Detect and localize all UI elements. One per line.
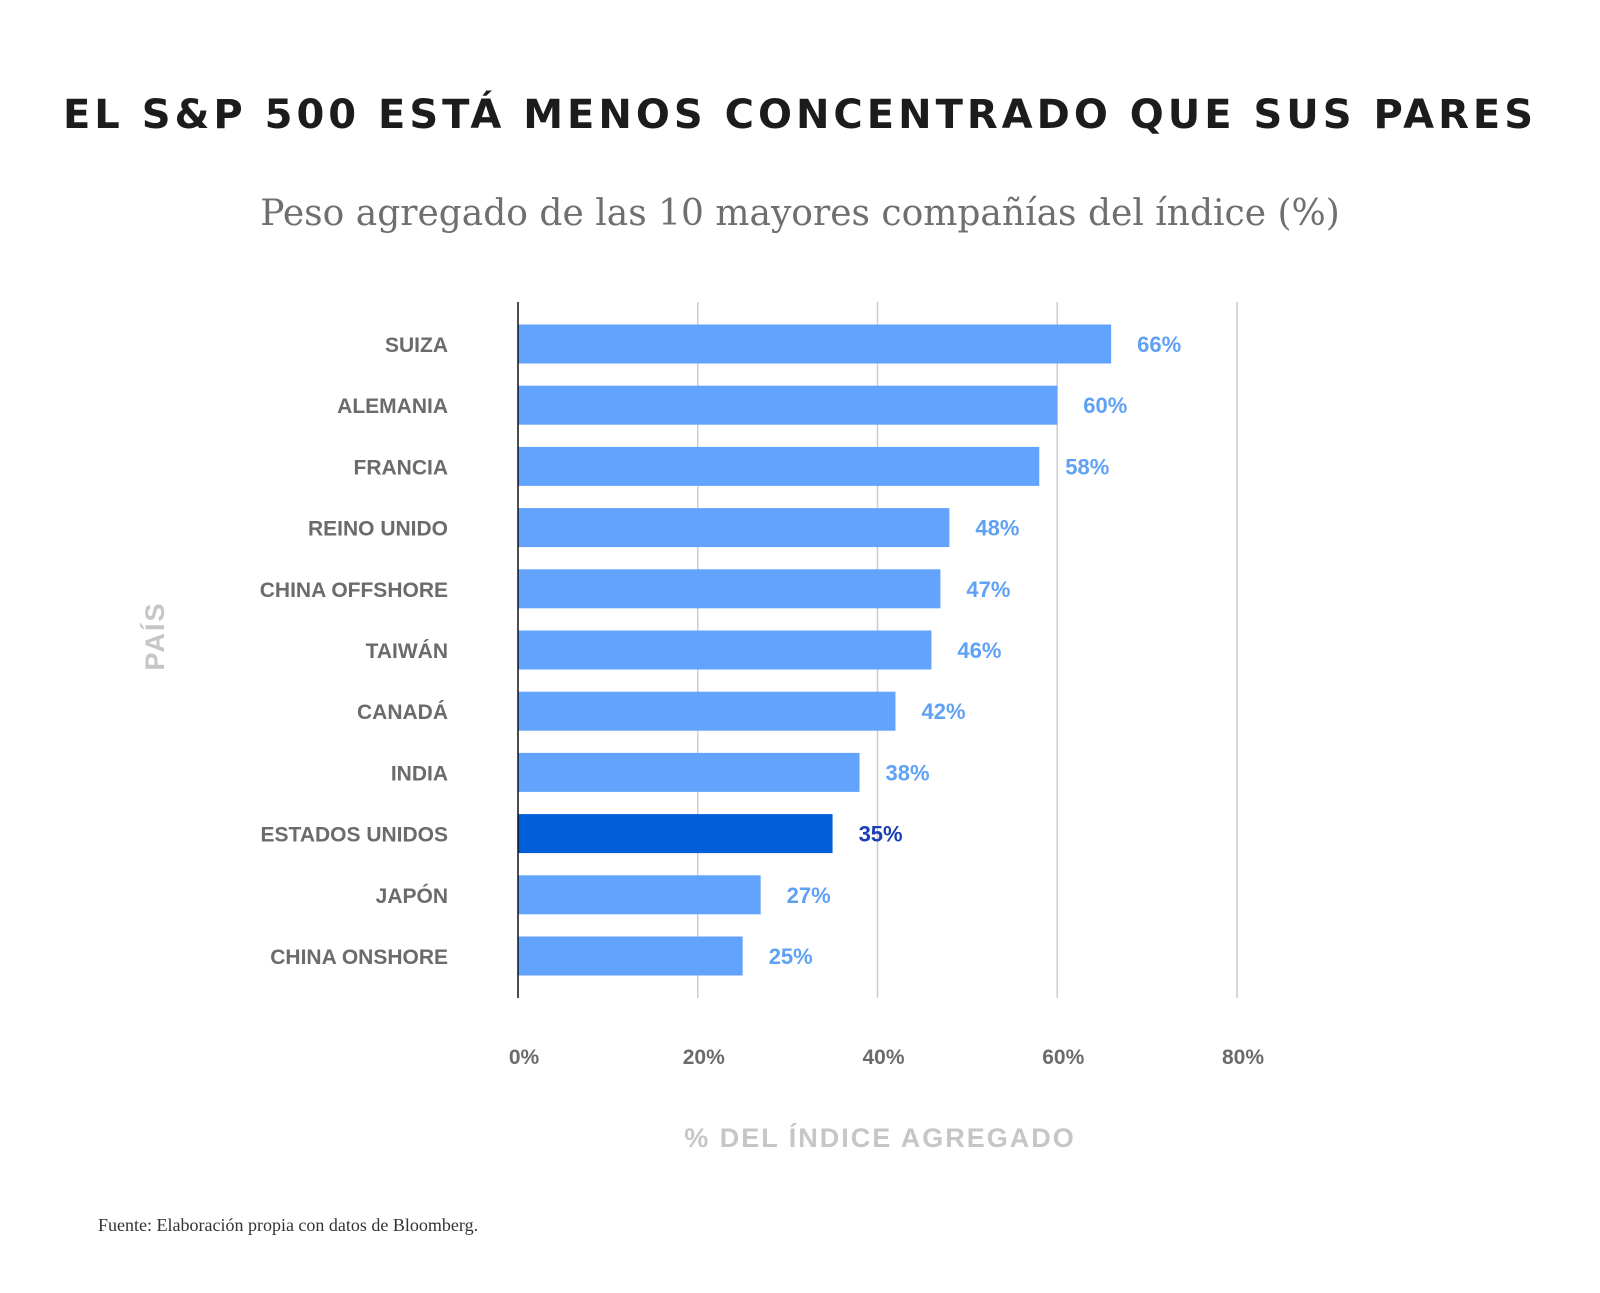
bar-value-label: 42% bbox=[921, 699, 965, 724]
source-footnote: Fuente: Elaboración propia con datos de … bbox=[98, 1215, 479, 1235]
bar bbox=[518, 446, 1040, 486]
category-label: INDIA bbox=[391, 762, 448, 785]
bar-value-label: 66% bbox=[1137, 332, 1181, 357]
category-label: FRANCIA bbox=[354, 456, 449, 479]
bar bbox=[518, 508, 950, 548]
bar-value-label: 35% bbox=[859, 822, 903, 847]
category-label: TAIWÁN bbox=[366, 640, 448, 663]
chart-title: EL S&P 500 ESTÁ MENOS CONCENTRADO QUE SU… bbox=[62, 92, 1538, 138]
x-axis-title: % DEL ÍNDICE AGREGADO bbox=[684, 1122, 1076, 1153]
category-label: CHINA ONSHORE bbox=[270, 946, 448, 969]
bar bbox=[518, 691, 896, 731]
bar bbox=[518, 875, 761, 915]
bar bbox=[518, 569, 941, 609]
category-label: REINO UNIDO bbox=[308, 518, 448, 541]
bar-value-label: 38% bbox=[886, 760, 930, 785]
x-tick-label: 60% bbox=[1042, 1046, 1084, 1069]
bar bbox=[518, 752, 860, 792]
bar-value-label: 60% bbox=[1083, 393, 1127, 418]
category-label: CHINA OFFSHORE bbox=[260, 579, 448, 602]
bar-value-label: 27% bbox=[787, 883, 831, 908]
x-tick-label: 40% bbox=[862, 1046, 904, 1069]
bars bbox=[518, 324, 1112, 976]
category-label: CANADÁ bbox=[357, 701, 448, 724]
chart-subtitle: Peso agregado de las 10 mayores compañía… bbox=[260, 193, 1340, 234]
category-label: JAPÓN bbox=[376, 884, 448, 908]
bar bbox=[518, 324, 1112, 364]
y-axis-title: PAÍS bbox=[139, 601, 170, 670]
bar-value-label: 47% bbox=[966, 577, 1010, 602]
value-labels: 66% 60% 58% 48% 47% 46% 42% 38% 35% 27% 25% bbox=[769, 332, 1182, 969]
category-label: ESTADOS UNIDOS bbox=[261, 824, 448, 847]
bar bbox=[518, 385, 1058, 425]
bar-value-label: 58% bbox=[1065, 454, 1109, 479]
x-tick-label: 0% bbox=[509, 1046, 540, 1069]
x-tick-label: 20% bbox=[683, 1046, 725, 1069]
bar-value-label: 48% bbox=[975, 516, 1019, 541]
bar bbox=[518, 630, 932, 670]
category-labels: SUIZA ALEMANIA FRANCIA REINO UNIDO CHINA OFF… bbox=[260, 334, 448, 969]
x-tick-labels: 0% 20% 40% 60% 80% bbox=[509, 1046, 1265, 1069]
category-label: ALEMANIA bbox=[337, 395, 448, 418]
bar-value-label: 46% bbox=[957, 638, 1001, 663]
bar bbox=[518, 936, 743, 976]
bar-value-label: 25% bbox=[769, 944, 813, 969]
x-tick-label: 80% bbox=[1222, 1046, 1264, 1069]
category-label: SUIZA bbox=[385, 334, 448, 357]
bar bbox=[518, 814, 833, 854]
